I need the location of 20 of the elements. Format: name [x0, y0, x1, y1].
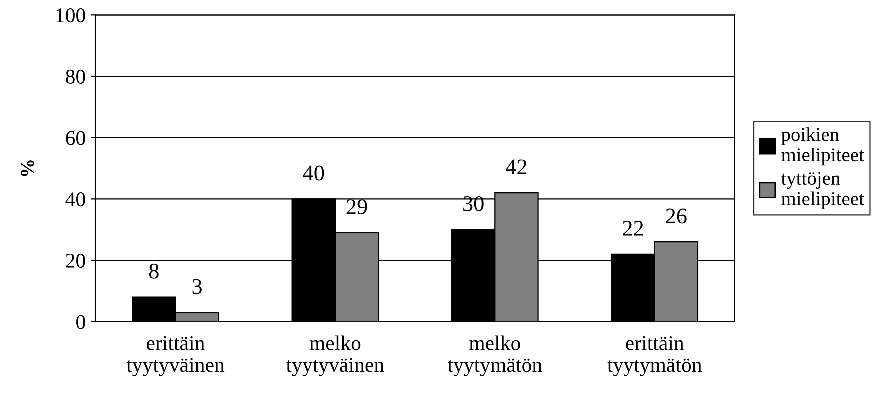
data-label: 29 [346, 200, 368, 215]
data-label: 26 [666, 208, 687, 224]
y-tick-label: 0 [76, 315, 86, 330]
x-tick-label: melko tyytymätön [448, 336, 542, 376]
data-label: 8 [149, 264, 159, 279]
y-tick-label: 40 [66, 192, 86, 207]
data-label: 22 [623, 221, 644, 236]
data-label: 40 [303, 166, 324, 181]
x-tick-label: melko tyytyväinen [286, 336, 384, 376]
y-tick-label: 100 [56, 8, 86, 23]
x-tick-label: erittäin tyytyväinen [126, 336, 225, 376]
data-label: 30 [464, 196, 484, 212]
y-tick-label: 60 [66, 131, 86, 146]
x-tick-label: erittäin tyytymätön [608, 336, 702, 376]
y-tick-label: 80 [66, 70, 86, 84]
data-label: 3 [192, 279, 202, 294]
data-label: 42 [506, 160, 527, 174]
y-axis-title: % [21, 160, 34, 176]
y-tick-label: 20 [66, 254, 86, 268]
legend-label: tyttöjen mielipiteet [781, 172, 864, 210]
